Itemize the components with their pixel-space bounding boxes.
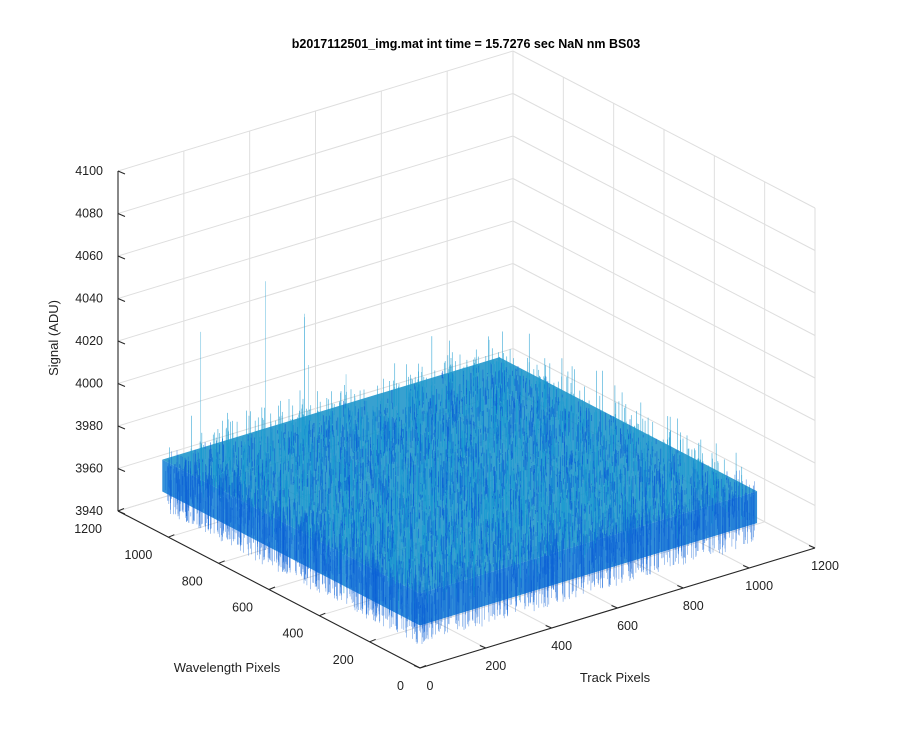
wall-grid-line [117,135,514,257]
wall-grid-line [512,305,816,464]
wall-grid-line [117,178,514,299]
wall-grid-line [117,348,514,469]
data-surface [162,281,758,644]
wall-grid-line [117,93,514,214]
wall-grid-line [117,263,514,384]
wall-grid-line [117,220,514,342]
wall-grid-line [512,348,816,506]
wall-grid-line [117,50,514,172]
wall-grid-line [512,263,816,421]
wall-grid-line [117,305,514,427]
wall-grid-line [512,178,816,336]
wall-grid-line [512,135,816,294]
wall-grid-line [512,93,816,251]
wall-grid-line [512,220,816,379]
wall-grid-line [512,50,816,209]
